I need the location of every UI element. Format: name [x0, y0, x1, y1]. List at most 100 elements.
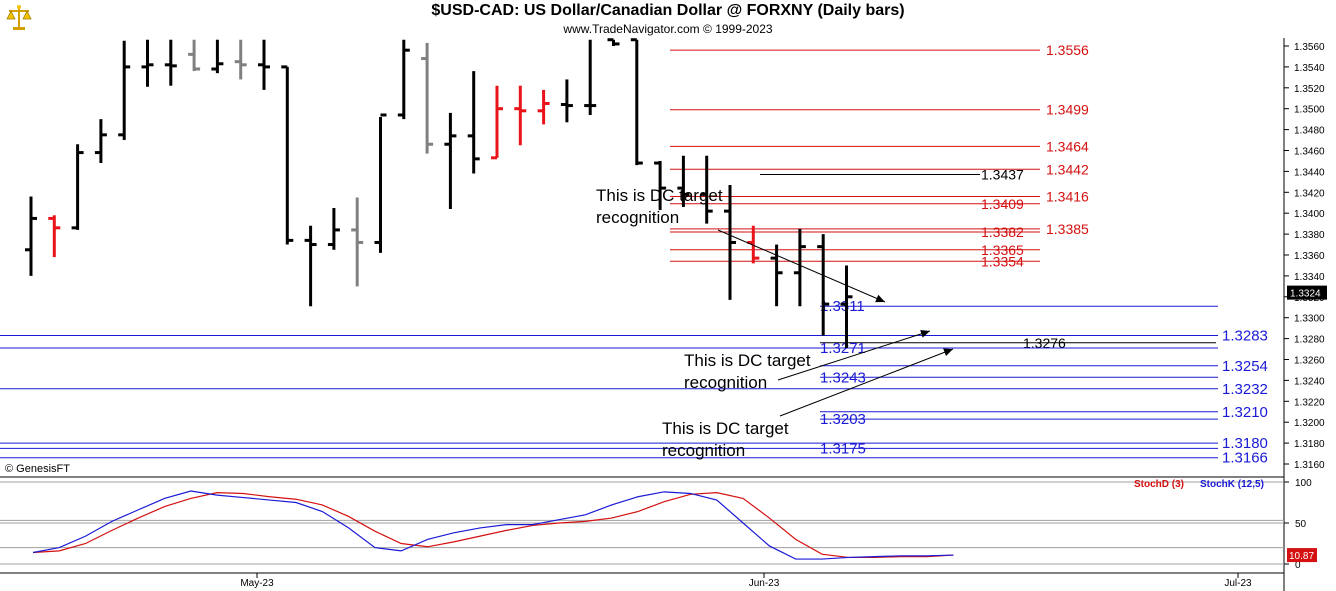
ohlc-bar: [258, 39, 270, 90]
blue-level-label: 1.3232: [1222, 381, 1268, 398]
y-tick-label: 1.3340: [1294, 272, 1325, 283]
ohlc-bar: [584, 39, 597, 115]
y-tick-label: 1.3500: [1294, 105, 1325, 116]
y-tick-label: 1.3520: [1294, 84, 1325, 95]
copyright-label: © GenesisFT: [5, 463, 70, 475]
y-tick-label: 1.3260: [1294, 356, 1325, 367]
stoch-last-value-label: 10.87: [1289, 551, 1314, 562]
blue-level-label: 1.3175: [820, 440, 866, 457]
y-tick-label: 1.3440: [1294, 167, 1325, 178]
x-tick-label: Jul-23: [1224, 578, 1252, 589]
red-level-label: 1.3385: [1046, 221, 1089, 237]
ohlc-bar: [164, 39, 177, 86]
annotation-arrowhead: [920, 329, 930, 338]
blue-level-label: 1.3311: [820, 298, 865, 315]
last-price-label: 1.3324: [1290, 289, 1321, 300]
y-tick-label: 1.3460: [1294, 147, 1325, 158]
ohlc-bar: [374, 113, 387, 253]
red-level-label: 1.3556: [1046, 42, 1089, 58]
ohlc-bar: [327, 207, 340, 250]
y-tick-label: 1.3420: [1294, 188, 1325, 199]
blue-level-label: 1.3254: [1222, 358, 1268, 375]
ohlc-bar: [747, 225, 760, 264]
y-tick-label: 1.3300: [1294, 314, 1325, 325]
stoch-d-line: [32, 492, 954, 559]
ohlc-bar: [677, 155, 690, 207]
ohlc-bar: [560, 79, 573, 123]
ohlc-bar: [397, 39, 410, 120]
black-level-label: 1.3276: [1023, 335, 1066, 351]
annotation-text: This is DC target: [662, 419, 789, 438]
ohlc-bar: [141, 39, 154, 87]
x-tick-label: Jun-23: [749, 578, 780, 589]
ohlc-bar: [817, 234, 830, 336]
blue-level-label: 1.3210: [1222, 404, 1268, 421]
stoch-last-value-badge: [1287, 548, 1317, 563]
y-tick-label: 1.3560: [1294, 42, 1325, 53]
blue-level-label: 1.3271: [820, 340, 866, 357]
annotation-arrowhead: [875, 294, 885, 303]
annotation-text: This is DC target: [684, 351, 811, 370]
ohlc-bar: [607, 38, 620, 46]
ohlc-bar: [793, 228, 806, 307]
y-tick-label: 1.3360: [1294, 251, 1325, 262]
black-level-label: 1.3437: [981, 167, 1024, 183]
ohlc-bar: [234, 39, 247, 80]
stoch-y-tick-label: 0: [1295, 560, 1301, 571]
ohlc-bar: [94, 119, 107, 164]
red-level-label: 1.3382: [981, 224, 1024, 240]
ohlc-bar: [351, 197, 364, 287]
ohlc-bar: [467, 71, 480, 174]
red-level-label: 1.3499: [1046, 102, 1089, 118]
red-level-label: 1.3464: [1046, 138, 1089, 154]
ohlc-bar: [421, 42, 434, 154]
ohlc-bar: [491, 85, 503, 160]
ohlc-bar: [304, 225, 317, 307]
ohlc-bar: [724, 184, 736, 300]
y-tick-label: 1.3280: [1294, 335, 1325, 346]
ohlc-bar: [25, 196, 37, 276]
ohlc-bar: [514, 85, 527, 146]
ohlc-bar: [71, 144, 84, 230]
ohlc-bar: [630, 38, 643, 166]
annotation-text: recognition: [662, 441, 745, 460]
y-tick-label: 1.3400: [1294, 209, 1325, 220]
red-level-label: 1.3442: [1046, 161, 1089, 177]
y-tick-label: 1.3240: [1294, 376, 1325, 387]
stoch-k-legend: StochK (12,5): [1200, 479, 1264, 490]
ohlc-bar: [654, 160, 667, 211]
red-level-label: 1.3365: [981, 242, 1024, 258]
blue-level-label: 1.3203: [820, 411, 866, 428]
ohlc-bar: [840, 265, 853, 349]
y-tick-label: 1.3160: [1294, 460, 1325, 471]
y-tick-label: 1.3220: [1294, 397, 1325, 408]
y-axis-panel: [1284, 38, 1336, 591]
red-level-label: 1.3416: [1046, 188, 1089, 204]
ohlc-bar: [444, 112, 457, 210]
y-tick-label: 1.3480: [1294, 126, 1325, 137]
ohlc-bar: [211, 39, 224, 74]
blue-level-label: 1.3166: [1222, 450, 1268, 467]
stoch-d-legend: StochD (3): [1134, 479, 1184, 490]
red-level-label: 1.3354: [981, 253, 1024, 269]
red-level-label: 1.3409: [981, 196, 1024, 212]
annotation-text: recognition: [596, 208, 679, 227]
ohlc-bar: [118, 40, 131, 141]
stoch-y-tick-label: 50: [1295, 519, 1307, 530]
ohlc-bar: [537, 89, 550, 125]
ohlc-bar: [700, 155, 713, 224]
last-price-badge: [1287, 285, 1327, 300]
blue-level-label: 1.3243: [820, 369, 866, 386]
ohlc-bar: [48, 215, 61, 258]
y-tick-label: 1.3200: [1294, 418, 1325, 429]
annotation-arrowhead: [943, 348, 953, 356]
chart-subtitle: www.TradeNavigator.com © 1999-2023: [563, 22, 773, 36]
annotation-arrow-line: [717, 229, 886, 303]
annotation-arrow-line: [779, 348, 954, 417]
chart-header: [0, 0, 1336, 38]
y-tick-label: 1.3180: [1294, 439, 1325, 450]
y-tick-label: 1.3540: [1294, 63, 1325, 74]
y-tick-label: 1.3380: [1294, 230, 1325, 241]
annotation-text: This is DC target: [596, 186, 723, 205]
